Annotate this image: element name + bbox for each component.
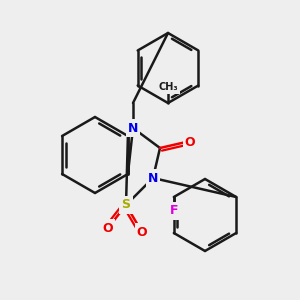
Text: N: N xyxy=(128,122,138,134)
Text: O: O xyxy=(185,136,195,148)
Text: O: O xyxy=(137,226,147,238)
Text: CH₃: CH₃ xyxy=(158,82,178,92)
Text: F: F xyxy=(169,205,178,218)
Text: N: N xyxy=(148,172,158,184)
Text: O: O xyxy=(103,221,113,235)
Text: S: S xyxy=(122,199,130,212)
